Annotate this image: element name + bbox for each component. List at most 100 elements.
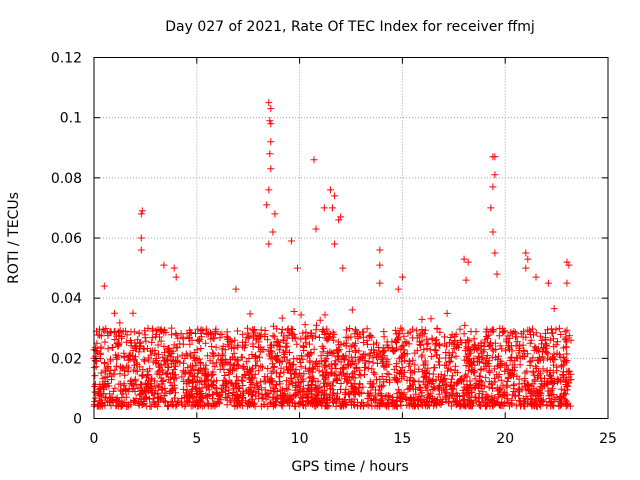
data-point — [473, 357, 481, 365]
data-point — [421, 367, 429, 374]
data-point — [284, 366, 291, 374]
data-point — [120, 349, 128, 357]
data-point — [313, 321, 320, 329]
data-point — [500, 391, 508, 399]
data-point — [415, 396, 423, 404]
data-point — [319, 368, 327, 376]
data-point — [421, 359, 429, 367]
data-point — [288, 375, 296, 383]
data-point — [276, 369, 284, 377]
data-point — [154, 341, 162, 349]
data-point — [310, 345, 318, 353]
data-point — [229, 389, 237, 396]
data-point — [104, 380, 112, 387]
data-point — [543, 402, 551, 410]
data-point — [370, 369, 378, 377]
data-point — [379, 382, 387, 390]
data-point — [561, 356, 569, 364]
x-tick-label: 25 — [599, 431, 617, 447]
data-point — [537, 402, 545, 410]
data-point — [239, 387, 247, 395]
data-point — [243, 365, 251, 373]
data-point — [120, 353, 128, 360]
data-point — [373, 376, 380, 384]
data-point — [493, 384, 501, 392]
data-point — [411, 361, 419, 369]
data-point — [299, 329, 307, 337]
data-point — [224, 334, 232, 342]
y-tick-label: 0 — [73, 412, 82, 428]
data-point — [263, 373, 271, 381]
data-point — [186, 391, 194, 398]
data-point — [366, 332, 374, 340]
data-point — [291, 402, 299, 410]
data-point — [441, 333, 448, 341]
data-point — [421, 398, 428, 406]
data-point — [335, 216, 343, 224]
data-point — [111, 384, 119, 392]
data-point — [280, 332, 288, 340]
data-point — [436, 354, 443, 362]
y-axis-label: ROTI / TECUs — [6, 192, 22, 284]
data-point — [546, 398, 554, 406]
data-point — [498, 345, 506, 353]
data-point — [480, 359, 488, 367]
data-point — [522, 249, 530, 257]
data-point — [239, 330, 247, 338]
data-point — [546, 367, 554, 374]
data-point — [109, 387, 117, 395]
data-point — [510, 382, 517, 390]
data-point — [185, 334, 193, 342]
data-point — [527, 357, 535, 365]
data-point — [269, 228, 277, 236]
data-point — [394, 330, 402, 338]
data-point — [138, 386, 146, 394]
data-point — [460, 330, 468, 338]
data-point — [180, 394, 188, 401]
data-point — [393, 360, 401, 368]
data-point — [296, 400, 304, 408]
data-point — [453, 341, 461, 349]
data-point — [277, 399, 285, 406]
data-point — [248, 351, 256, 358]
data-point — [135, 401, 143, 409]
data-point — [355, 357, 363, 365]
data-point — [160, 329, 168, 337]
data-point — [414, 402, 422, 410]
data-point — [132, 353, 139, 361]
data-point — [482, 363, 490, 371]
data-point — [352, 347, 360, 355]
data-point — [377, 355, 385, 363]
y-tick-label: 0.04 — [51, 291, 82, 307]
data-point — [295, 378, 303, 386]
data-point — [343, 326, 350, 334]
data-point — [430, 398, 437, 406]
data-point — [552, 341, 560, 349]
data-point — [183, 352, 191, 360]
data-point — [260, 377, 268, 385]
data-point — [380, 363, 388, 371]
data-point — [233, 373, 240, 381]
data-point — [321, 311, 329, 319]
data-point — [426, 393, 434, 401]
data-point — [106, 398, 113, 406]
data-point — [297, 311, 305, 319]
data-point — [232, 285, 240, 293]
data-point — [508, 391, 516, 399]
data-point — [187, 329, 195, 336]
data-point — [318, 342, 326, 350]
data-point — [550, 361, 557, 369]
data-point — [146, 402, 154, 410]
data-point — [164, 402, 171, 410]
data-point — [162, 389, 170, 397]
data-point — [557, 385, 565, 393]
data-point — [489, 183, 497, 191]
data-point — [363, 325, 371, 333]
data-point — [470, 335, 478, 343]
data-point — [368, 333, 376, 341]
data-point — [364, 340, 372, 348]
data-point — [241, 371, 249, 379]
data-point — [244, 400, 252, 408]
data-point — [330, 399, 337, 406]
data-point — [298, 352, 305, 360]
